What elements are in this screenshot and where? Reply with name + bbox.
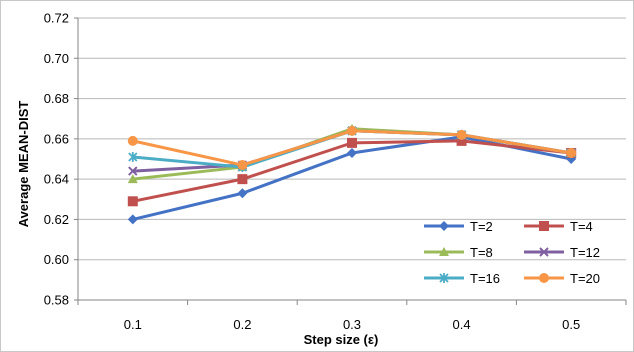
x-tick-label: 0.5 — [562, 317, 580, 332]
x-tick-label: 0.3 — [343, 317, 361, 332]
data-point — [128, 151, 138, 162]
tick-labels: 0.58 0.60 0.62 0.64 0.66 0.68 0.70 0.72 0.1 0.2 0.… — [44, 11, 581, 333]
data-point — [237, 188, 248, 199]
legend-label: T=4 — [570, 219, 593, 234]
legend-label: T=2 — [470, 219, 493, 234]
data-point — [566, 147, 577, 158]
legend-entry: T=4 — [524, 219, 593, 234]
data-point — [127, 214, 138, 225]
y-axis-title: Average MEAN-DIST — [16, 101, 31, 228]
data-point — [127, 196, 138, 207]
legend-label: T=16 — [470, 271, 500, 286]
legend: T=2 T=4 T=8 T=12 T=16 T=20 — [424, 219, 600, 286]
legend-marker — [439, 247, 449, 256]
data-point — [237, 160, 248, 171]
data-point — [127, 174, 138, 184]
y-tick-label: 0.62 — [44, 212, 69, 227]
legend-marker — [539, 273, 549, 283]
legend-label: T=8 — [470, 245, 493, 260]
data-point — [456, 135, 467, 146]
x-tick-label: 0.2 — [233, 317, 251, 332]
legend-entry: T=8 — [424, 245, 493, 260]
data-point — [456, 129, 467, 140]
y-tick-label: 0.70 — [44, 51, 69, 66]
x-tick-label: 0.1 — [124, 317, 142, 332]
y-tick-label: 0.58 — [44, 293, 69, 308]
legend-entry: T=12 — [524, 245, 600, 260]
series-t20 — [127, 125, 577, 171]
legend-marker — [439, 273, 449, 283]
legend-marker — [539, 247, 549, 257]
data-point — [127, 135, 138, 146]
legend-entry: T=20 — [524, 271, 600, 286]
y-tick-label: 0.64 — [44, 172, 69, 187]
legend-marker — [539, 221, 549, 231]
data-point — [347, 147, 357, 158]
x-axis-title: Step size (ε) — [304, 332, 379, 347]
x-tick-label: 0.4 — [453, 317, 471, 332]
data-point — [347, 125, 357, 136]
legend-label: T=12 — [570, 245, 600, 260]
data-point — [237, 174, 248, 185]
y-tick-label: 0.66 — [44, 131, 69, 146]
y-tick-label: 0.68 — [44, 91, 69, 106]
legend-entry: T=16 — [424, 271, 500, 286]
data-point — [347, 137, 357, 148]
series-lines — [127, 123, 577, 225]
y-tick-label: 0.72 — [44, 11, 69, 26]
y-tick-label: 0.60 — [44, 252, 69, 267]
axes — [74, 17, 627, 305]
data-point — [128, 166, 138, 176]
legend-label: T=20 — [570, 271, 600, 286]
legend-marker — [439, 221, 449, 231]
legend-entry: T=2 — [424, 219, 493, 234]
